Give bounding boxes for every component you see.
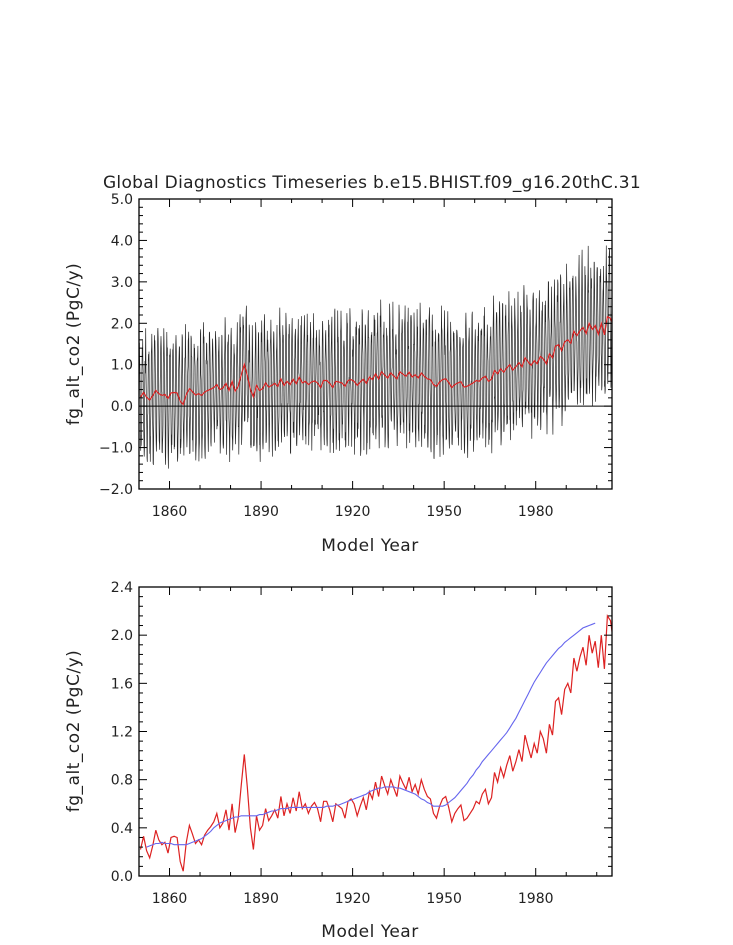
- bottom-axes: 1860 1890 1920 1950 1980 0.0 0.4 0.8 1.2 1.6 2.0 2.…: [111, 580, 612, 907]
- x-tick-label: 1890: [243, 891, 279, 907]
- bottom-y-axis-title: fg_alt_co2 (PgC/y): [64, 650, 84, 813]
- y-tick-label: 1.2: [111, 725, 133, 741]
- bottom-series-group: [139, 614, 612, 872]
- x-tick-label: 1860: [152, 891, 188, 907]
- x-tick-label: 1950: [426, 891, 462, 907]
- x-tick-label: 1980: [518, 891, 554, 907]
- x-tick-label: 1920: [335, 891, 371, 907]
- y-tick-label: 0.8: [111, 773, 133, 789]
- top-plot-frame: [138, 198, 613, 490]
- top-series-group: [139, 245, 612, 469]
- bottom-plot-area: [139, 614, 612, 872]
- top-axes: 1860 1890 1920 1950 1980 −2.0 −1.0 0.0 1.0 2.0 3.0…: [99, 192, 612, 520]
- top-x-axis-title: Model Year: [321, 536, 418, 556]
- y-tick-label: 4.0: [111, 233, 133, 249]
- chart-title: Global Diagnostics Timeseries b.e15.BHIS…: [103, 173, 641, 193]
- x-tick-label: 1980: [518, 504, 554, 520]
- top-y-axis-title: fg_alt_co2 (PgC/y): [64, 263, 84, 426]
- y-tick-label: 2.4: [111, 580, 133, 596]
- y-tick-label: 3.0: [111, 275, 133, 291]
- x-tick-label: 1860: [152, 504, 188, 520]
- top-plot-area: [139, 245, 612, 469]
- y-tick-label: 0.0: [111, 399, 133, 415]
- smoothed-trend-line: [146, 622, 596, 848]
- y-tick-label: −1.0: [99, 441, 133, 457]
- x-tick-label: 1920: [335, 504, 371, 520]
- y-tick-label: 1.6: [111, 676, 133, 692]
- annual-mean-line: [139, 614, 612, 872]
- bottom-chart: 1860 1890 1920 1950 1980 0.0 0.4 0.8 1.2 1.6 2.0 2.…: [64, 580, 613, 942]
- y-tick-label: 0.0: [111, 869, 133, 885]
- y-tick-label: 2.0: [111, 316, 133, 332]
- y-tick-label: 5.0: [111, 192, 133, 208]
- monthly-series-line: [139, 245, 612, 469]
- x-tick-label: 1890: [243, 504, 279, 520]
- y-tick-label: −2.0: [99, 482, 133, 498]
- top-chart: Global Diagnostics Timeseries b.e15.BHIS…: [64, 173, 641, 556]
- bottom-x-axis-title: Model Year: [321, 922, 418, 942]
- x-tick-label: 1950: [426, 504, 462, 520]
- y-tick-label: 0.4: [111, 821, 133, 837]
- y-tick-label: 2.0: [111, 628, 133, 644]
- annual-mean-line: [140, 315, 612, 406]
- y-tick-label: 1.0: [111, 358, 133, 374]
